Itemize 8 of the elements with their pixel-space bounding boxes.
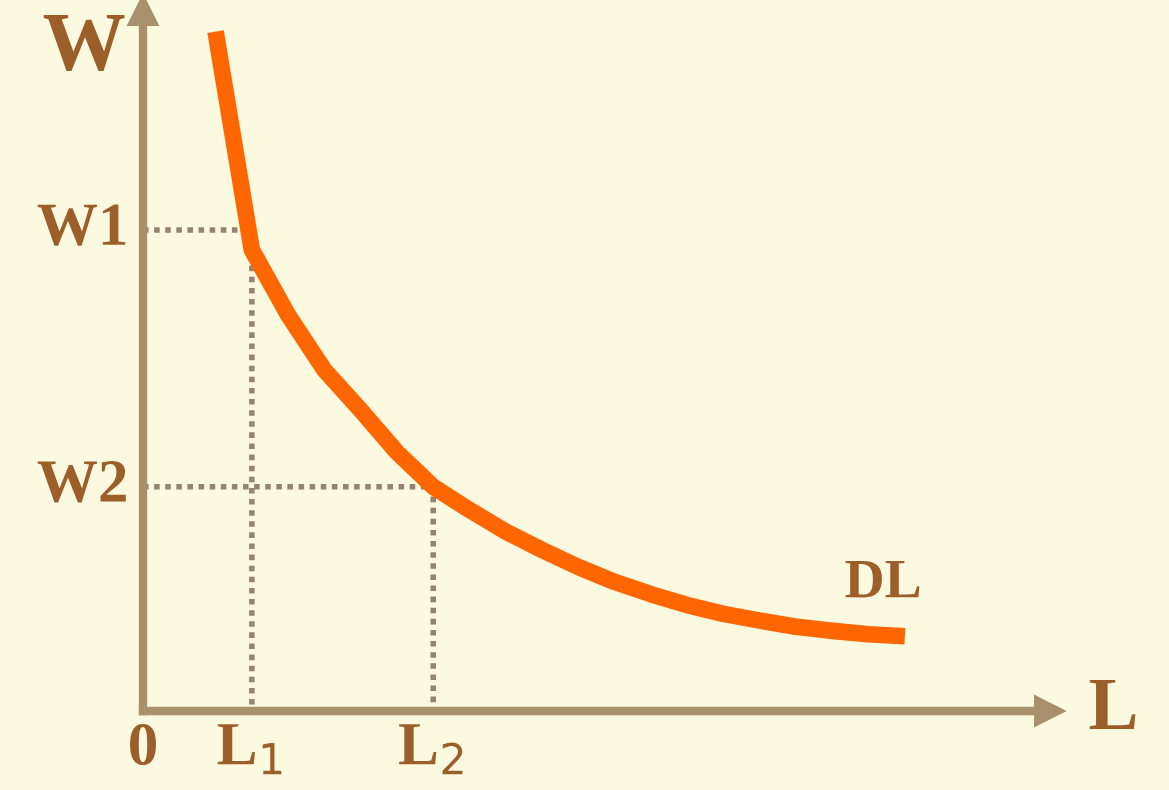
x-tick-label: 0 [130,723,156,766]
x-tick-label: L$_{1}$ [217,724,282,775]
x-axis-title: L [1089,679,1136,730]
annotation: W1 [37,204,126,246]
series-label: DL [845,560,920,598]
annotation: W2 [37,461,126,503]
y-axis-title: W [43,15,125,71]
x-tick-label: L$_{2}$ [399,724,463,775]
